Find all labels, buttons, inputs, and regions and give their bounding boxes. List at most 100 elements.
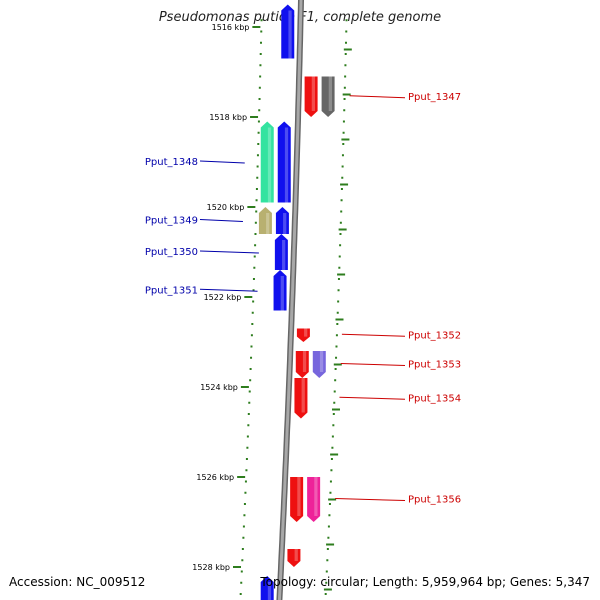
gene-Pput_1350 xyxy=(274,234,288,270)
minor-tick-left xyxy=(254,233,257,235)
minor-tick-left xyxy=(251,311,254,314)
minor-tick-right xyxy=(326,548,329,550)
gene-highlight xyxy=(267,582,272,600)
tick-label: 1524 kbp xyxy=(200,383,238,392)
major-tick-right xyxy=(330,453,339,456)
minor-tick-left xyxy=(260,19,263,22)
gene-label: Pput_1354 xyxy=(408,393,461,404)
minor-tick-right xyxy=(344,41,347,44)
minor-tick-left xyxy=(250,334,253,337)
minor-tick-left xyxy=(254,221,257,224)
gene-arrow xyxy=(290,477,304,522)
gene-Pput_1352 xyxy=(296,328,310,342)
minor-tick-left xyxy=(250,345,253,348)
minor-tick-right xyxy=(326,559,329,562)
gene-arrow xyxy=(312,351,326,378)
gene-Pput_1347b xyxy=(321,76,335,117)
accession-text: Accession: NC_009512 xyxy=(9,575,146,589)
minor-tick-right xyxy=(328,514,331,517)
gene-Pput_1349a xyxy=(258,207,272,234)
minor-tick-left xyxy=(259,64,262,67)
minor-tick-right xyxy=(336,311,339,314)
minor-tick-right xyxy=(341,165,344,168)
minor-tick-right xyxy=(332,424,335,427)
minor-tick-left xyxy=(256,154,259,157)
minor-tick-right xyxy=(335,356,338,359)
gene-label: Pput_1350 xyxy=(145,247,198,258)
minor-tick-left xyxy=(255,210,258,213)
tick-label: 1528 kbp xyxy=(192,563,230,572)
minor-tick-right xyxy=(334,368,337,370)
gene-Pput_1348b xyxy=(277,121,291,203)
gene-label-leader xyxy=(339,396,406,400)
minor-tick-left xyxy=(240,570,243,573)
tick-label: 1516 kbp xyxy=(212,23,250,32)
gene-highlight xyxy=(283,213,287,234)
minor-tick-left xyxy=(242,536,245,539)
minor-tick-right xyxy=(340,188,343,190)
gene-highlight xyxy=(314,477,318,516)
minor-tick-right xyxy=(339,233,342,235)
minor-tick-right xyxy=(337,289,340,292)
gene-label-leader xyxy=(335,498,406,501)
gene-Pput_1353b xyxy=(312,351,326,378)
gene-Pput_1353a xyxy=(295,351,309,378)
gene-label-leader xyxy=(341,333,406,337)
minor-tick-left xyxy=(252,278,255,280)
minor-tick-right xyxy=(345,30,348,33)
minor-tick-left xyxy=(256,176,259,179)
minor-tick-right xyxy=(331,446,334,449)
minor-tick-right xyxy=(337,278,340,280)
gene-label: Pput_1348 xyxy=(145,157,198,168)
gene-label-leader xyxy=(349,95,406,99)
gene-highlight xyxy=(288,10,292,59)
gene-Pput_1347a xyxy=(304,76,318,117)
backbone-layer xyxy=(276,0,305,600)
minor-tick-left xyxy=(260,30,263,33)
minor-tick-left xyxy=(239,593,242,595)
gene-arrow xyxy=(275,207,289,234)
major-tick-right xyxy=(328,498,337,501)
tick-label: 1526 kbp xyxy=(196,473,234,482)
major-tick-left xyxy=(244,296,253,298)
minor-tick-right xyxy=(345,19,348,22)
major-tick-right xyxy=(343,48,352,51)
minor-tick-right xyxy=(327,525,330,528)
minor-tick-right xyxy=(331,435,334,438)
major-tick-right xyxy=(331,408,340,411)
labels-layer: Pput_1347 Pput_1348 Pput_1349 Pput_1350 Pput… xyxy=(145,92,461,506)
gene-highlight xyxy=(284,127,289,203)
minor-tick-right xyxy=(343,86,346,89)
gene-arrow xyxy=(287,549,301,567)
gene-Pput_1349b xyxy=(275,207,289,234)
minor-tick-left xyxy=(255,199,258,202)
minor-tick-right xyxy=(332,413,335,415)
major-tick-left xyxy=(240,386,249,388)
gene-arrow xyxy=(294,378,308,419)
gene-highlight xyxy=(282,240,286,270)
minor-tick-right xyxy=(327,536,330,539)
minor-tick-left xyxy=(258,109,261,112)
minor-tick-left xyxy=(249,368,252,370)
gene-label: Pput_1351 xyxy=(145,285,198,296)
minor-tick-left xyxy=(259,75,262,78)
minor-tick-right xyxy=(333,401,336,404)
gene-label: Pput_1353 xyxy=(408,360,461,371)
minor-tick-left xyxy=(248,401,251,404)
minor-tick-right xyxy=(335,345,338,348)
gene-Pput_1356a xyxy=(290,477,304,522)
minor-tick-right xyxy=(344,75,347,78)
minor-tick-left xyxy=(253,266,256,269)
minor-tick-right xyxy=(341,176,344,179)
minor-tick-right xyxy=(333,390,336,393)
gene-highlight xyxy=(304,328,308,337)
minor-tick-right xyxy=(344,64,347,67)
minor-tick-right xyxy=(339,221,342,224)
minor-tick-left xyxy=(256,165,259,168)
minor-tick-right xyxy=(334,379,337,382)
minor-tick-left xyxy=(257,131,260,134)
gene-highlight xyxy=(297,477,301,516)
major-tick-right xyxy=(323,588,332,591)
minor-tick-right xyxy=(342,143,345,145)
minor-tick-right xyxy=(343,98,346,100)
